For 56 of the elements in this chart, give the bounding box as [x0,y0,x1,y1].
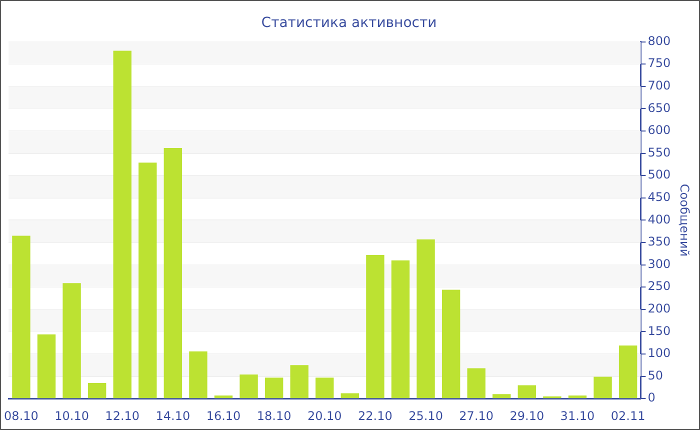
x-tick-label: 10.10 [54,408,89,423]
y-tick-label: 0 [648,390,656,405]
bar [264,378,284,398]
x-tick-label: 12.10 [105,408,140,423]
x-tick-label: 27.10 [459,408,494,423]
bar [492,394,511,398]
y-tick-label: 100 [648,346,671,360]
x-tick-label: 31.10 [560,408,595,423]
chart-title: Статистика активности [261,15,437,32]
bar [37,334,56,398]
bar [189,351,208,398]
y-tick-label: 250 [648,279,671,294]
bar [240,374,258,398]
x-tick-label: 08.10 [4,408,38,423]
x-tick-label: 16.10 [206,408,241,423]
x-tick-label: 25.10 [408,408,443,423]
y-axis-title: Сообщений [678,184,692,256]
y-tick-label: 700 [648,78,671,93]
y-tick-label: 350 [648,234,671,249]
y-tick-label: 500 [648,168,671,182]
y-tick-label: 300 [648,256,671,271]
y-tick-label: 750 [648,56,671,70]
bar [391,260,410,398]
y-tick-label: 450 [648,190,671,204]
x-tick-label: 18.10 [256,408,292,423]
x-tick-label: 22.10 [358,408,392,423]
x-tick-label: 29.10 [510,408,544,423]
bar [594,376,612,398]
bar [113,50,132,398]
bar [518,385,536,398]
y-tick-label: 800 [648,34,671,48]
bar [467,368,486,398]
y-tick-label: 600 [648,123,671,138]
bar [214,395,233,398]
bar [12,236,30,398]
bar [568,395,587,398]
bar [340,393,360,398]
bar [442,290,460,398]
y-tick-label: 650 [648,100,671,115]
bar [164,148,182,398]
x-tick-label: 14.10 [156,408,190,423]
y-tick-label: 200 [648,302,671,316]
x-tick-label: 02.11 [610,408,646,423]
y-tick-label: 150 [648,324,671,338]
y-tick-label: 50 [648,368,663,382]
bar [366,254,384,398]
y-tick-label: 400 [648,212,671,226]
bar [416,239,435,398]
bar [316,378,334,398]
y-tick-label: 550 [648,145,671,160]
bar [618,346,638,398]
bar [138,162,157,398]
bar [88,382,106,398]
bar [290,365,308,398]
bar [62,283,81,398]
x-tick-label: 20.10 [307,408,342,423]
